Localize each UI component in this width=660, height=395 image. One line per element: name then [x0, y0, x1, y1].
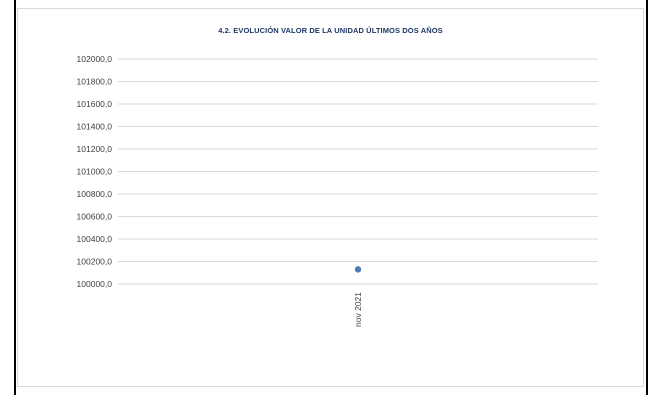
y-tick-label: 102000,0 — [77, 54, 113, 64]
y-tick-label: 101200,0 — [77, 144, 113, 154]
data-point — [354, 266, 362, 273]
right-border-rule — [646, 0, 648, 395]
chart-title: 4.2. EVOLUCIÓN VALOR DE LA UNIDAD ÚLTIMO… — [218, 26, 443, 35]
y-tick-label: 100000,0 — [77, 279, 113, 289]
y-tick-label: 101000,0 — [77, 167, 113, 177]
data-series — [354, 266, 362, 273]
y-tick-label: 100400,0 — [77, 234, 113, 244]
y-tick-label: 100800,0 — [77, 189, 113, 199]
left-border-rule — [14, 0, 16, 395]
gridlines — [118, 58, 598, 285]
y-axis-ticks: 102000,0 101800,0 101600,0 101400,0 101200,0… — [77, 54, 113, 289]
y-tick-label: 100200,0 — [77, 257, 113, 267]
x-tick-label: nov 2021 — [353, 292, 363, 327]
y-tick-label: 101800,0 — [77, 77, 113, 87]
y-tick-label: 100600,0 — [77, 212, 113, 222]
y-tick-label: 101400,0 — [77, 122, 113, 132]
chart-frame — [17, 8, 644, 387]
y-tick-label: 101600,0 — [77, 99, 113, 109]
x-axis-ticks: nov 2021 — [353, 292, 363, 327]
